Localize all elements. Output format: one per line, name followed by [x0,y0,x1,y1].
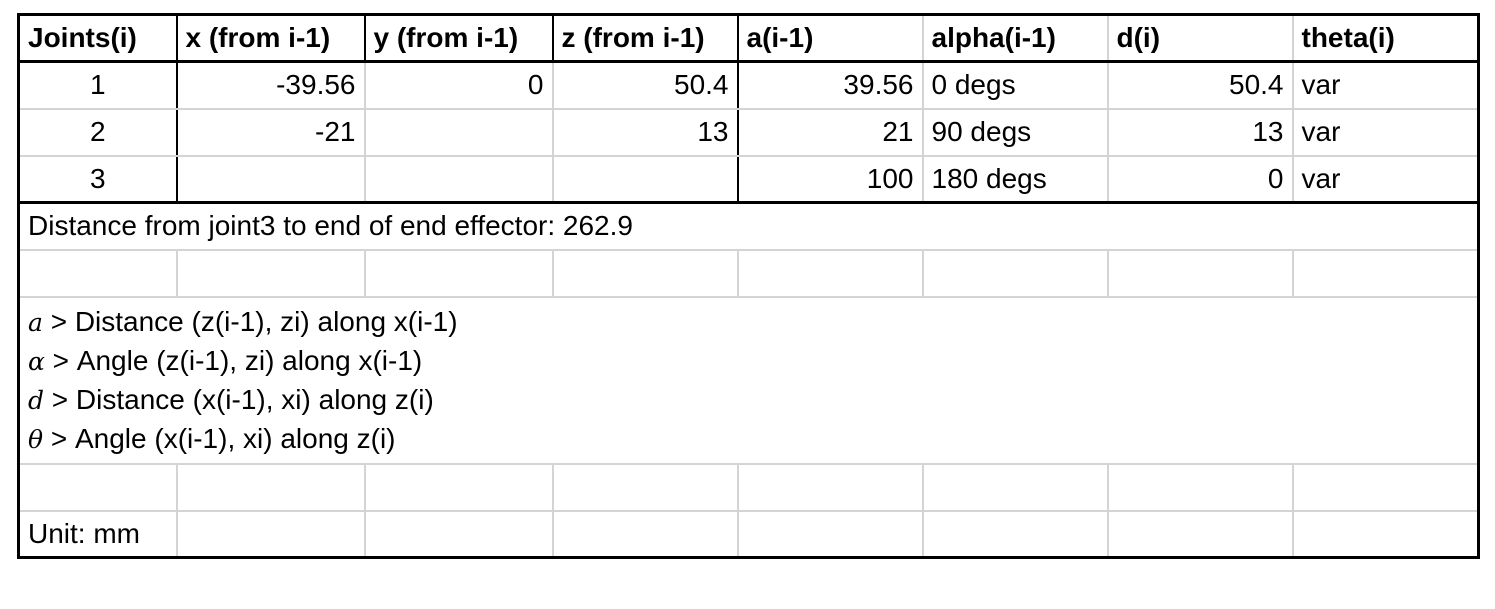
cell-theta[interactable]: var [1291,107,1480,157]
cell-x[interactable] [175,154,366,204]
header-cell-z[interactable]: z (from i-1) [551,13,739,63]
empty-cell[interactable] [551,509,739,559]
empty-cell[interactable] [736,509,924,559]
empty-cell[interactable] [1106,462,1294,512]
cell-theta[interactable]: var [1291,60,1480,110]
cell-z[interactable]: 13 [551,107,739,157]
empty-cell[interactable] [551,248,739,298]
empty-cell[interactable] [1291,509,1480,559]
empty-cell[interactable] [175,509,366,559]
empty-cell[interactable] [363,509,554,559]
distance-row: Distance from joint3 to end of end effec… [17,201,1480,251]
table-row: 2 -21 13 21 90 degs 13 var [17,107,1480,157]
empty-cell[interactable] [921,509,1109,559]
cell-a[interactable]: 100 [736,154,924,204]
empty-cell[interactable] [736,462,924,512]
cell-alpha[interactable]: 0 degs [921,60,1109,110]
cell-y[interactable] [363,154,554,204]
unit-row: Unit: mm [17,509,1480,559]
empty-cell[interactable] [175,462,366,512]
note-line: d > Distance (x(i-1), xi) along z(i) [28,380,1469,419]
note-line: α > Angle (z(i-1), zi) along x(i-1) [28,341,1469,380]
header-cell-alpha[interactable]: alpha(i-1) [921,13,1109,63]
notes-cell[interactable]: a > Distance (z(i-1), zi) along x(i-1) α… [17,295,1480,465]
spreadsheet: Joints(i) x (from i-1) y (from i-1) z (f… [17,13,1480,591]
note-text: > Angle (x(i-1), xi) along z(i) [50,423,396,454]
notes-row: a > Distance (z(i-1), zi) along x(i-1) α… [17,295,1480,465]
cell-joint[interactable]: 2 [17,107,178,157]
header-cell-y[interactable]: y (from i-1) [363,13,554,63]
cell-x[interactable]: -21 [175,107,366,157]
cell-d[interactable]: 50.4 [1106,60,1294,110]
empty-cell[interactable] [363,462,554,512]
header-row: Joints(i) x (from i-1) y (from i-1) z (f… [17,13,1480,63]
cell-d[interactable]: 0 [1106,154,1294,204]
header-cell-a[interactable]: a(i-1) [736,13,924,63]
cell-z[interactable]: 50.4 [551,60,739,110]
table-row: 3 100 180 degs 0 var [17,154,1480,204]
note-text: > Angle (z(i-1), zi) along x(i-1) [52,345,423,376]
dh-parameter-table: Joints(i) x (from i-1) y (from i-1) z (f… [17,13,1480,559]
empty-cell[interactable] [1291,462,1480,512]
note-line: a > Distance (z(i-1), zi) along x(i-1) [28,302,1469,341]
empty-cell[interactable] [921,248,1109,298]
cell-z[interactable] [551,154,739,204]
empty-cell[interactable] [17,462,178,512]
cell-a[interactable]: 39.56 [736,60,924,110]
empty-cell[interactable] [736,248,924,298]
cell-a[interactable]: 21 [736,107,924,157]
cell-y[interactable]: 0 [363,60,554,110]
empty-cell[interactable] [1106,248,1294,298]
empty-cell[interactable] [1106,509,1294,559]
alpha-symbol: α [28,347,45,376]
cell-alpha[interactable]: 180 degs [921,154,1109,204]
header-cell-theta[interactable]: theta(i) [1291,13,1480,63]
cell-x[interactable]: -39.56 [175,60,366,110]
empty-cell[interactable] [17,248,178,298]
d-symbol: d [28,386,45,415]
cell-y[interactable] [363,107,554,157]
cell-joint[interactable]: 3 [17,154,178,204]
empty-row [17,462,1480,512]
theta-symbol: θ [28,425,44,454]
note-text: > Distance (z(i-1), zi) along x(i-1) [50,306,458,337]
empty-cell[interactable] [551,462,739,512]
empty-cell[interactable] [921,462,1109,512]
header-cell-joints[interactable]: Joints(i) [17,13,178,63]
empty-cell[interactable] [363,248,554,298]
cell-d[interactable]: 13 [1106,107,1294,157]
note-line: θ > Angle (x(i-1), xi) along z(i) [28,419,1469,458]
header-cell-x[interactable]: x (from i-1) [175,13,366,63]
empty-cell[interactable] [1291,248,1480,298]
empty-cell[interactable] [175,248,366,298]
header-cell-d[interactable]: d(i) [1106,13,1294,63]
empty-row [17,248,1480,298]
cell-theta[interactable]: var [1291,154,1480,204]
cell-joint[interactable]: 1 [17,60,178,110]
unit-label-cell[interactable]: Unit: mm [17,509,178,559]
a-symbol: a [28,308,43,337]
table-row: 1 -39.56 0 50.4 39.56 0 degs 50.4 var [17,60,1480,110]
note-text: > Distance (x(i-1), xi) along z(i) [51,384,434,415]
cell-alpha[interactable]: 90 degs [921,107,1109,157]
distance-note-cell[interactable]: Distance from joint3 to end of end effec… [17,201,1480,251]
